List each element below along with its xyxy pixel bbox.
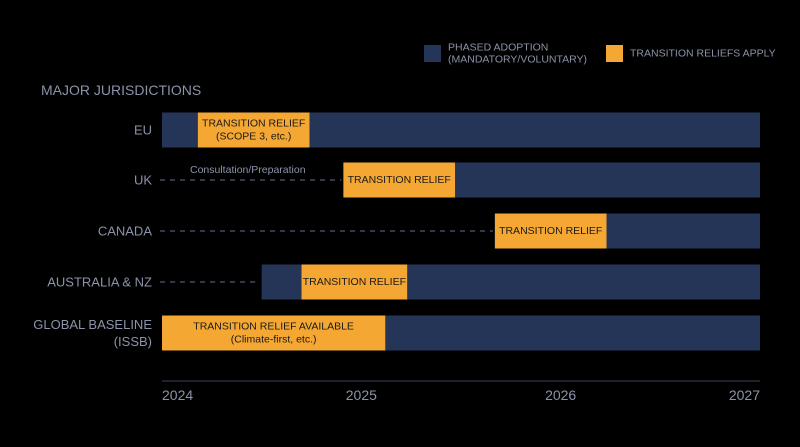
relief-bar — [494, 213, 607, 249]
x-tick-label: 2027 — [729, 387, 760, 403]
row-label: GLOBAL BASELINE (ISSB) — [33, 317, 152, 349]
relief-label: TRANSITION RELIEF — [348, 174, 451, 186]
row-label: EU — [134, 123, 152, 138]
preparation-label: Consultation/Preparation — [190, 164, 306, 176]
relief-label: TRANSITION RELIEF (SCOPE 3, etc.) — [202, 118, 305, 143]
relief-bar — [343, 162, 456, 198]
x-tick-label: 2025 — [346, 387, 377, 403]
x-tick-label: 2024 — [162, 387, 193, 403]
x-tick-label: 2026 — [545, 387, 576, 403]
legend-label: TRANSITION RELIEFS APPLY — [630, 48, 776, 60]
legend-swatch — [424, 45, 441, 62]
row-label: UK — [134, 173, 152, 188]
row-label: AUSTRALIA & NZ — [47, 275, 152, 290]
section-title: MAJOR JURISDICTIONS — [41, 82, 201, 98]
relief-bar — [301, 264, 408, 300]
relief-bar — [162, 315, 386, 351]
relief-bar — [197, 112, 310, 148]
relief-label: TRANSITION RELIEF — [499, 225, 602, 237]
row-label: CANADA — [98, 224, 153, 239]
relief-label: TRANSITION RELIEF AVAILABLE (Climate-firs… — [193, 321, 354, 346]
relief-label: TRANSITION RELIEF — [303, 276, 406, 288]
legend-swatch — [606, 45, 623, 62]
legend-label: PHASED ADOPTION (MANDATORY/VOLUNTARY) — [448, 42, 587, 66]
